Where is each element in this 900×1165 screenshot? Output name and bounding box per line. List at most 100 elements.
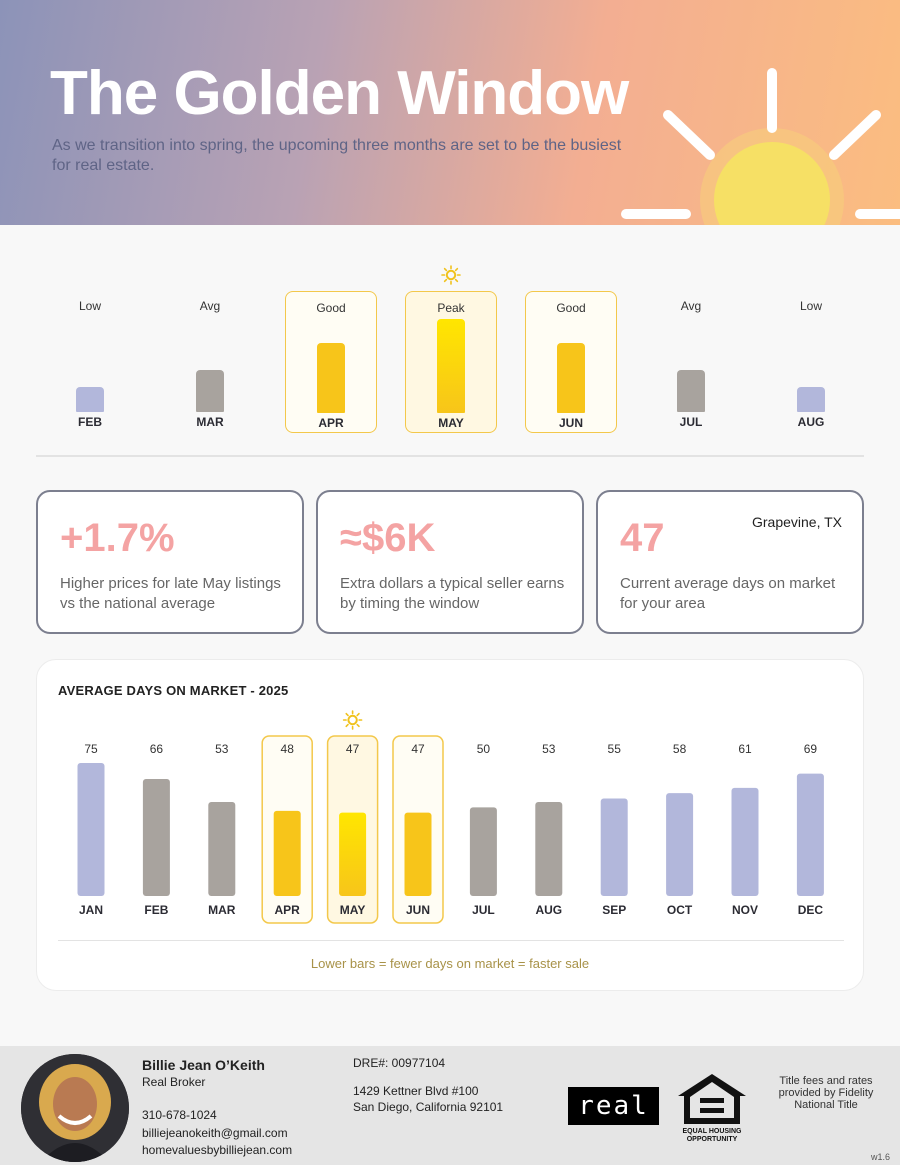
bar-jun (404, 812, 432, 896)
agent-email[interactable]: billiejeanokeith@gmail.com (142, 1126, 288, 1140)
house-icon (678, 1074, 746, 1124)
equal-housing-logo: EQUAL HOUSING OPPORTUNITY (674, 1072, 750, 1143)
version-label: w1.6 (870, 1152, 890, 1162)
bar-jul (469, 807, 497, 896)
address-line-2: San Diego, California 92101 (353, 1100, 504, 1114)
chart-title: AVERAGE DAYS ON MARKET - 2025 (58, 683, 289, 698)
footer: Billie Jean O’Keith Real Broker 310-678-… (0, 1046, 900, 1165)
page-subtitle: As we transition into spring, the upcomi… (52, 137, 622, 174)
title-fees-note: Title fees and rates provided by Fidelit… (778, 1075, 874, 1111)
category-label: APR (275, 903, 301, 917)
strip-month-jun: Good JUN (525, 291, 617, 433)
data-label: 69 (804, 742, 818, 756)
days-on-market-chart: AVERAGE DAYS ON MARKET - 2025 75 JAN 66 FEB… (36, 659, 864, 991)
agent-role: Real Broker (142, 1075, 206, 1089)
data-label: 50 (477, 742, 491, 756)
eho-line-2: OPPORTUNITY (686, 1136, 738, 1143)
category-label: FEB (144, 903, 168, 917)
bar-dec (796, 773, 824, 896)
dre-number: DRE#: 00977104 (353, 1056, 446, 1070)
category-label: NOV (732, 903, 758, 917)
season-strip: Low FEB Avg MAR Good APR Peak MAY Good JUN Avg JUL L… (36, 255, 864, 445)
eho-line-1: EQUAL HOUSING (682, 1128, 742, 1135)
strip-month-aug: Low AUG (765, 255, 857, 435)
chart-plot: 75 JAN 66 FEB 53 MAR 48 APR 47 MAY 47 JUN 50 JUL 53 AUG… (77, 710, 824, 924)
bar-aug (535, 802, 563, 896)
stat-card-dollars: ≈$6K Extra dollars a typical seller earn… (316, 490, 584, 634)
agent-phone[interactable]: 310-678-1024 (142, 1108, 217, 1122)
stat-description: Extra dollars a typical seller earns by … (340, 575, 565, 612)
data-label: 53 (542, 742, 556, 756)
address-line-1: 1429 Kettner Blvd #100 (353, 1084, 479, 1098)
strip-level-label: Low (799, 299, 822, 313)
peak-sun-marker (441, 265, 461, 290)
strip-month-label: JUL (679, 415, 703, 429)
strip-level-label: Avg (680, 299, 702, 313)
strip-level-label: Low (78, 299, 101, 313)
agent-avatar (21, 1054, 129, 1162)
stat-description: Higher prices for late May listings vs t… (60, 575, 281, 612)
chart-divider (58, 940, 844, 941)
data-label: 47 (346, 742, 360, 756)
data-label: 48 (281, 742, 295, 756)
stat-value: +1.7% (60, 516, 175, 560)
bar-nov (731, 787, 759, 896)
bar-apr (273, 810, 301, 896)
sun-small-icon (441, 265, 461, 285)
stat-description: Current average days on market for your … (620, 575, 836, 612)
page-title: The Golden Window (50, 59, 629, 128)
hero-banner: The Golden Window As we transition into … (0, 0, 900, 225)
category-label: MAR (208, 903, 236, 917)
bar-jan (77, 763, 105, 896)
strip-month-may: Peak MAY (405, 291, 497, 433)
strip-bar (557, 343, 585, 413)
strip-month-label: APR (318, 416, 344, 430)
category-label: SEP (602, 903, 626, 917)
strip-month-label: MAR (196, 415, 224, 429)
bar-sep (600, 798, 628, 896)
category-label: OCT (667, 903, 693, 917)
strip-level-label: Peak (437, 301, 465, 315)
bar-mar (208, 802, 236, 896)
strip-month-apr: Good APR (285, 291, 377, 433)
stat-value: 47 (620, 516, 665, 560)
category-label: JUL (472, 903, 495, 917)
category-label: DEC (798, 903, 824, 917)
strip-month-label: FEB (78, 415, 102, 429)
category-label: AUG (535, 903, 562, 917)
sun-small-icon (342, 710, 363, 730)
strip-bar (196, 370, 224, 412)
data-label: 47 (411, 742, 425, 756)
sun-icon (621, 68, 900, 225)
strip-bar (317, 343, 345, 413)
category-label: JUN (406, 903, 430, 917)
data-label: 53 (215, 742, 229, 756)
strip-level-label: Good (556, 301, 586, 315)
stat-card-price: +1.7% Higher prices for late May listing… (36, 490, 304, 634)
data-label: 75 (84, 742, 98, 756)
bar-oct (666, 793, 694, 896)
strip-bar (76, 387, 104, 412)
stat-value: ≈$6K (340, 516, 436, 560)
strip-month-jul: Avg JUL (645, 255, 737, 435)
strip-bar (677, 370, 705, 412)
strip-month-label: MAY (438, 416, 464, 430)
chart-note: Lower bars = fewer days on market = fast… (310, 956, 590, 971)
data-label: 58 (673, 742, 687, 756)
strip-month-label: AUG (797, 415, 825, 429)
data-label: 61 (738, 742, 752, 756)
strip-level-label: Good (316, 301, 346, 315)
data-label: 55 (608, 742, 622, 756)
data-label: 66 (150, 742, 164, 756)
strip-level-label: Avg (199, 299, 221, 313)
brokerage-logo: real (568, 1087, 659, 1125)
strip-bar (797, 387, 825, 412)
bar-may (339, 812, 367, 896)
agent-website[interactable]: homevaluesbybilliejean.com (142, 1143, 293, 1157)
brokerage-logo-text: real (578, 1091, 649, 1121)
category-label: JAN (79, 903, 103, 917)
bar-feb (142, 778, 170, 896)
category-label: MAY (340, 903, 366, 917)
strip-month-label: JUN (558, 416, 583, 430)
strip-month-mar: Avg MAR (164, 255, 256, 435)
